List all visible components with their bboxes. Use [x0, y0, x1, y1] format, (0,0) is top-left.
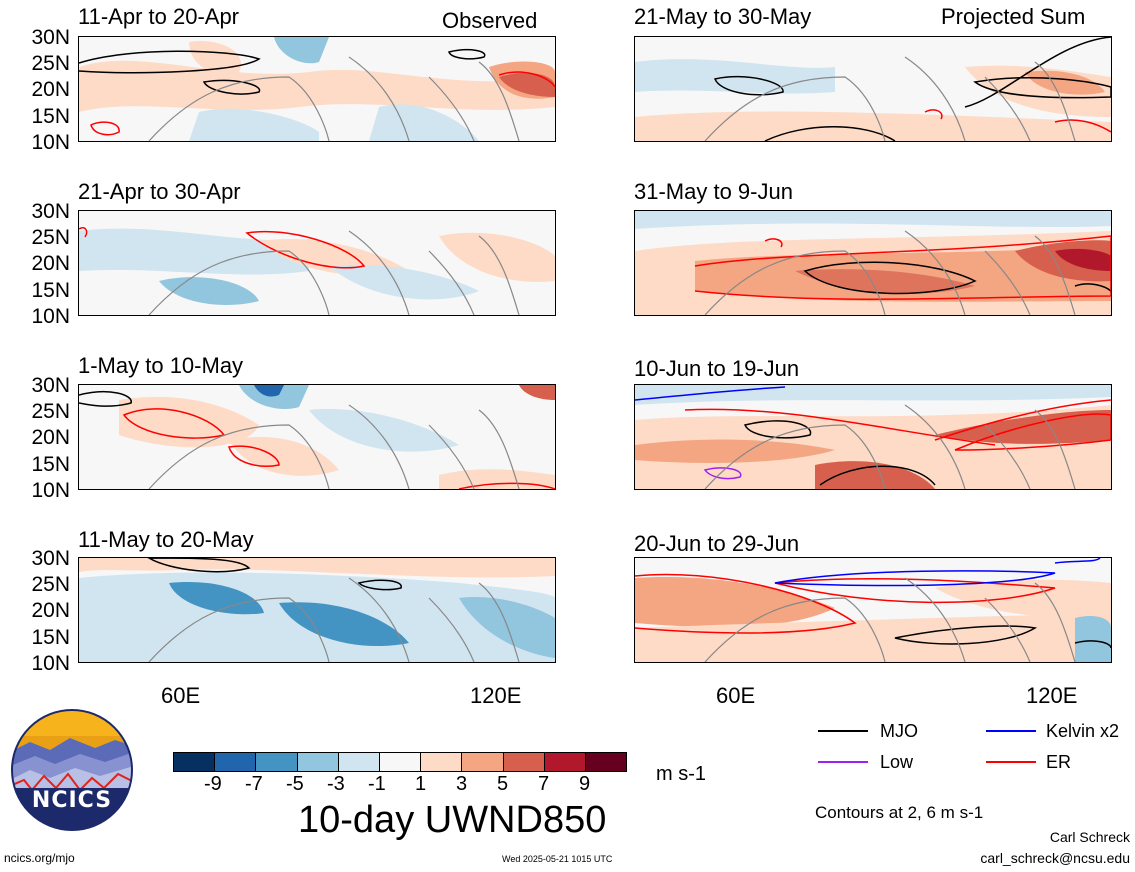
colorbar — [173, 752, 627, 772]
lat-label: 30N — [31, 374, 70, 397]
colorbar-swatch — [174, 753, 215, 771]
colorbar-swatch — [420, 753, 462, 771]
footer-url: ncics.org/mjo — [4, 851, 75, 865]
colorbar-swatch — [378, 753, 421, 771]
colorbar-tick: 3 — [456, 773, 468, 795]
lat-label: 25N — [31, 400, 70, 423]
lon-label: 120E — [470, 683, 522, 708]
panel-title-projected-2: 31-May to 9-Jun — [634, 179, 793, 204]
main-title: 10-day UWND850 — [298, 799, 607, 841]
colorbar-tick: 7 — [538, 773, 550, 795]
legend-low-label: Low — [880, 752, 914, 772]
ncics-logo-text: NCICS — [31, 788, 113, 813]
map-projected-3 — [634, 384, 1112, 490]
map-projected-2 — [634, 210, 1112, 316]
colorbar-tick: 1 — [415, 773, 427, 795]
colorbar-tick: 5 — [497, 773, 509, 795]
legend-er-label: ER — [1046, 752, 1072, 772]
legend-mjo-line — [818, 730, 868, 732]
colorbar-swatch — [296, 753, 338, 771]
panel-title-observed-3: 1-May to 10-May — [78, 353, 244, 378]
lat-label: 30N — [31, 26, 70, 49]
legend-er-line — [986, 761, 1036, 763]
map-observed-3 — [78, 384, 556, 490]
legend-kelvin-label: Kelvin x2 — [1046, 721, 1120, 741]
colorbar-swatch — [543, 753, 585, 771]
contours-note: Contours at 2, 6 m s-1 — [815, 803, 984, 822]
observed-label: Observed — [442, 8, 538, 33]
map-observed-4 — [78, 557, 556, 663]
footer-author: Carl Schreck — [1049, 829, 1130, 845]
colorbar-tick: -3 — [327, 773, 345, 795]
lat-label: 10N — [31, 652, 70, 675]
colorbar-tick: -9 — [204, 773, 222, 795]
colorbar-swatch — [584, 753, 627, 771]
lat-label: 15N — [31, 453, 70, 476]
panel-title-projected-1: 21-May to 30-May — [634, 4, 812, 29]
map-projected-4 — [634, 557, 1112, 663]
lon-label: 120E — [1026, 683, 1078, 708]
colorbar-tick: 9 — [579, 773, 591, 795]
lat-label: 25N — [31, 52, 70, 75]
lat-label: 20N — [31, 599, 70, 622]
lon-label: 60E — [161, 683, 201, 708]
panel-title-observed-1: 11-Apr to 20-Apr — [78, 4, 240, 29]
map-observed-2 — [78, 210, 556, 316]
lat-label: 20N — [31, 78, 70, 101]
lon-label: 60E — [716, 683, 756, 708]
colorbar-tick: -5 — [286, 773, 304, 795]
legend-kelvin-line — [986, 730, 1036, 732]
lat-label: 15N — [31, 105, 70, 128]
lat-label: 15N — [31, 279, 70, 302]
lat-label: 15N — [31, 626, 70, 649]
lat-label: 30N — [31, 200, 70, 223]
map-observed-1 — [78, 36, 556, 142]
legend-mjo-label: MJO — [880, 721, 918, 741]
legend-low-line — [818, 761, 868, 763]
lat-label: 25N — [31, 226, 70, 249]
lat-label: 10N — [31, 131, 70, 154]
colorbar-units: m s-1 — [656, 763, 706, 785]
colorbar-swatch — [214, 753, 256, 771]
map-projected-1 — [634, 36, 1112, 142]
lat-label: 10N — [31, 479, 70, 502]
footer-timestamp: Wed 2025-05-21 1015 UTC — [502, 854, 613, 864]
panel-title-observed-4: 11-May to 20-May — [78, 527, 254, 552]
lat-label: 30N — [31, 547, 70, 570]
colorbar-tick: -1 — [368, 773, 386, 795]
lat-label: 25N — [31, 573, 70, 596]
colorbar-swatch — [337, 753, 379, 771]
panel-title-projected-4: 20-Jun to 29-Jun — [634, 531, 800, 556]
colorbar-swatch — [255, 753, 297, 771]
panel-title-projected-3: 10-Jun to 19-Jun — [634, 356, 800, 381]
ncics-logo: NCICS — [10, 708, 134, 832]
colorbar-swatch — [461, 753, 503, 771]
colorbar-swatch — [502, 753, 544, 771]
projected-sum-label: Projected Sum — [941, 4, 1086, 29]
lat-label: 20N — [31, 426, 70, 449]
panel-title-observed-2: 21-Apr to 30-Apr — [78, 179, 241, 204]
footer-email: carl_schreck@ncsu.edu — [980, 850, 1130, 866]
lat-label: 10N — [31, 305, 70, 328]
lat-label: 20N — [31, 252, 70, 275]
colorbar-tick: -7 — [245, 773, 263, 795]
